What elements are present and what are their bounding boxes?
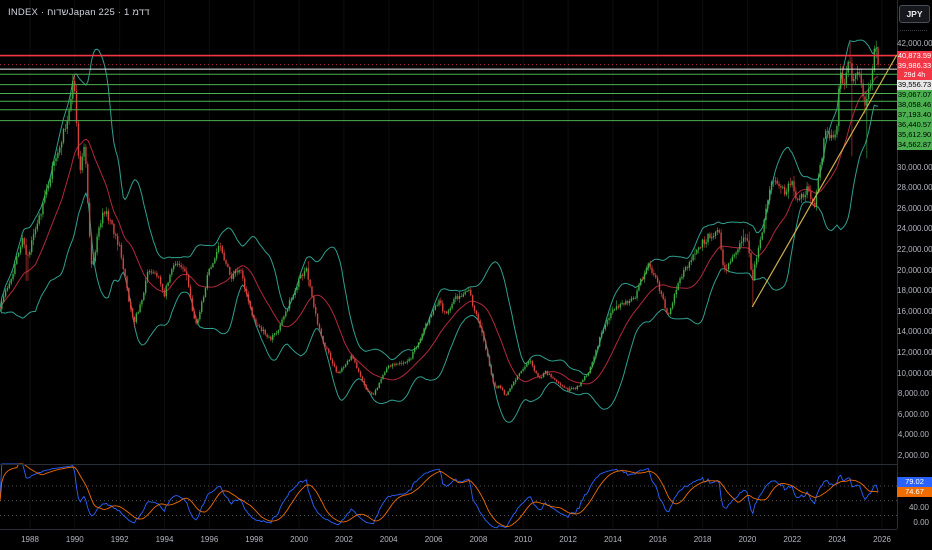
bar-countdown-label: 29d 4h bbox=[897, 70, 932, 81]
price-tick-label: 12,000.00 bbox=[897, 348, 932, 357]
last-price-label: 39,986.33 bbox=[897, 60, 932, 71]
year-tick-label: 2022 bbox=[783, 535, 802, 544]
price-tick-label: 18,000.00 bbox=[897, 286, 932, 296]
level-price-label: 38,058.46 bbox=[897, 99, 932, 110]
year-tick-label: 2012 bbox=[559, 535, 577, 544]
axis-settings-dots bbox=[900, 30, 927, 31]
level-price-label: 36,440.57 bbox=[897, 119, 932, 130]
level-price-label: 37,193.40 bbox=[897, 109, 932, 120]
year-tick-label: 2014 bbox=[603, 535, 622, 544]
rsi-pane bbox=[0, 463, 897, 529]
price-axis-separator[interactable] bbox=[897, 0, 898, 529]
year-tick-label: 2000 bbox=[290, 535, 308, 544]
price-tick-label: 4,000.00 bbox=[897, 430, 929, 440]
horizontal-level-lines[interactable] bbox=[0, 54, 897, 122]
level-price-label: 39,067.07 bbox=[897, 89, 932, 100]
year-tick-label: 2026 bbox=[873, 535, 891, 544]
level-price-label: 34,562.87 bbox=[897, 139, 932, 150]
price-tick-label: 10,000.00 bbox=[897, 368, 932, 378]
currency-unit-button[interactable]: JPY bbox=[899, 5, 930, 23]
price-tick-label: 14,000.00 bbox=[897, 327, 932, 337]
year-tick-label: 2004 bbox=[379, 535, 398, 544]
price-tick-label: 22,000.00 bbox=[897, 245, 932, 254]
rsi-axis-tick: 40.00 bbox=[908, 503, 929, 513]
bollinger-bands bbox=[0, 39, 879, 423]
price-tick-label: 24,000.00 bbox=[897, 224, 932, 234]
price-tick-label: 42,000.00 bbox=[897, 39, 932, 48]
year-tick-label: 2002 bbox=[334, 535, 353, 544]
level-price-label: 35,612.90 bbox=[897, 129, 932, 140]
rsi-value-label: 79.02 bbox=[897, 477, 932, 488]
year-tick-label: 2006 bbox=[424, 535, 443, 544]
rsi-ma-label: 74.67 bbox=[897, 487, 932, 498]
pane-separator[interactable] bbox=[0, 464, 897, 465]
grid-lines bbox=[29, 0, 883, 529]
year-tick-label: 2018 bbox=[693, 535, 712, 544]
year-tick-label: 1990 bbox=[65, 535, 84, 544]
symbol-title[interactable]: INDEX · חודשJapan 225 · 1 מדד bbox=[8, 7, 150, 18]
price-tick-label: 28,000.00 bbox=[897, 183, 932, 193]
price-tick-label: 26,000.00 bbox=[897, 203, 932, 213]
year-tick-label: 1998 bbox=[245, 535, 264, 544]
year-tick-label: 1994 bbox=[155, 535, 174, 544]
price-tick-label: 6,000.00 bbox=[897, 409, 929, 419]
price-tick-label: 8,000.00 bbox=[897, 389, 929, 399]
price-tick-label: 30,000.00 bbox=[897, 162, 932, 172]
year-tick-label: 2008 bbox=[469, 535, 488, 544]
level-price-label: 40,873.59 bbox=[897, 50, 932, 61]
rsi-axis-tick: 0.00 bbox=[913, 518, 929, 527]
year-tick-label: 2016 bbox=[648, 535, 667, 544]
year-tick-label: 2024 bbox=[828, 535, 846, 544]
year-tick-label: 1996 bbox=[200, 535, 219, 544]
price-tick-label: 2,000.00 bbox=[897, 451, 929, 460]
trendline[interactable] bbox=[751, 54, 897, 308]
level-price-label: 39,556.73 bbox=[897, 79, 932, 90]
price-tick-label: 16,000.00 bbox=[897, 306, 932, 316]
time-axis-separator bbox=[0, 529, 897, 530]
year-tick-label: 2020 bbox=[738, 535, 757, 544]
candles bbox=[0, 40, 879, 396]
year-tick-label: 1992 bbox=[110, 535, 129, 544]
year-tick-label: 1988 bbox=[21, 535, 39, 544]
year-tick-label: 2010 bbox=[514, 535, 533, 544]
price-tick-label: 20,000.00 bbox=[897, 265, 932, 275]
